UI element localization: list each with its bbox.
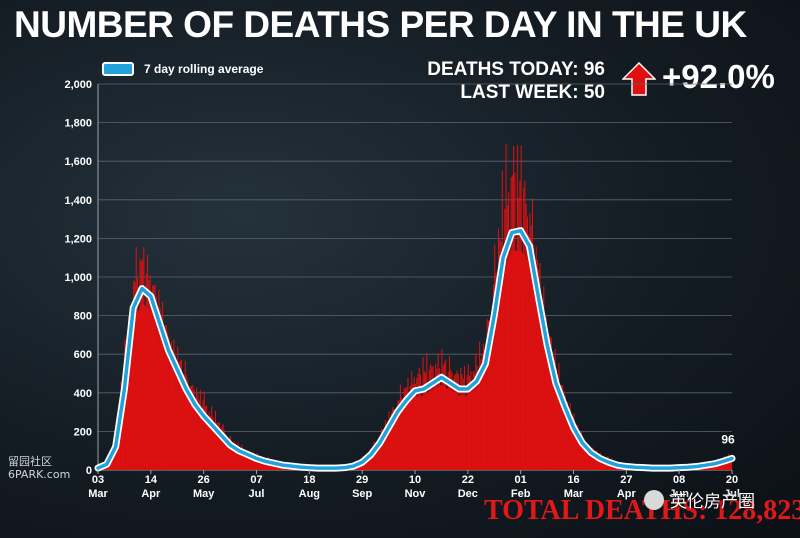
y-tick-label: 400 xyxy=(74,388,92,400)
chart-legend: 7 day rolling average xyxy=(102,62,263,76)
up-arrow-icon xyxy=(622,62,656,96)
x-tick-day: 26 xyxy=(198,474,210,486)
y-tick-label: 1,800 xyxy=(64,118,92,130)
x-tick-day: 29 xyxy=(356,474,368,486)
x-tick-month: May xyxy=(193,488,215,500)
site-watermark: 留园社区 6PARK.com xyxy=(8,455,71,481)
end-value-label: 96 xyxy=(721,432,735,446)
total-deaths: TOTAL DEATHS: 128,823 xyxy=(484,495,800,526)
x-tick-day: 08 xyxy=(673,474,685,486)
y-tick-label: 800 xyxy=(74,311,92,323)
legend-line-swatch xyxy=(102,62,134,76)
x-tick-day: 14 xyxy=(145,474,158,486)
average-line xyxy=(96,228,734,470)
x-tick-month: Mar xyxy=(88,488,108,500)
x-tick-month: Sep xyxy=(352,488,372,500)
x-tick-month: Apr xyxy=(617,488,637,500)
x-tick-month: Jun xyxy=(669,488,689,500)
x-tick-day: 16 xyxy=(567,474,579,486)
y-tick-label: 1,400 xyxy=(64,195,92,207)
x-tick-month: Nov xyxy=(405,488,427,500)
x-tick-day: 01 xyxy=(515,474,527,486)
x-tick-month: Jul xyxy=(724,488,740,500)
wechat-icon xyxy=(644,489,664,510)
x-tick-month: Dec xyxy=(458,488,478,500)
x-tick-day: 22 xyxy=(462,474,474,486)
y-tick-label: 2,000 xyxy=(64,79,92,91)
y-tick-label: 200 xyxy=(74,426,92,438)
x-tick-month: Apr xyxy=(141,488,161,500)
x-tick-day: 18 xyxy=(303,474,315,486)
x-tick-day: 07 xyxy=(250,474,262,486)
x-tick-day: 27 xyxy=(620,474,632,486)
legend-label: 7 day rolling average xyxy=(144,62,264,76)
y-tick-label: 600 xyxy=(74,349,92,361)
deaths-today: DEATHS TODAY: 96 xyxy=(427,59,605,80)
x-tick-month: Feb xyxy=(511,488,531,500)
wechat-watermark: 英伦房产圈 xyxy=(644,487,755,512)
y-tick-label: 1,600 xyxy=(64,156,92,168)
x-tick-day: 20 xyxy=(726,474,738,486)
deaths-last-week: LAST WEEK: 50 xyxy=(460,82,605,103)
stats-panel: DEATHS TODAY: 96 LAST WEEK: 50 xyxy=(400,58,605,104)
x-tick-month: Mar xyxy=(564,488,584,500)
y-tick-label: 1,200 xyxy=(64,233,92,245)
y-tick-label: 1,000 xyxy=(64,272,92,284)
x-tick-month: Aug xyxy=(299,488,320,500)
daily-area xyxy=(98,249,732,470)
x-tick-day: 03 xyxy=(92,474,104,486)
percent-change: +92.0% xyxy=(662,58,775,95)
x-tick-day: 10 xyxy=(409,474,421,486)
chart-title: NUMBER OF DEATHS PER DAY IN THE UK xyxy=(14,4,747,45)
y-tick-label: 0 xyxy=(86,465,92,477)
x-tick-month: Jul xyxy=(249,488,265,500)
watermark-text: 英伦房产圈 xyxy=(670,492,755,512)
